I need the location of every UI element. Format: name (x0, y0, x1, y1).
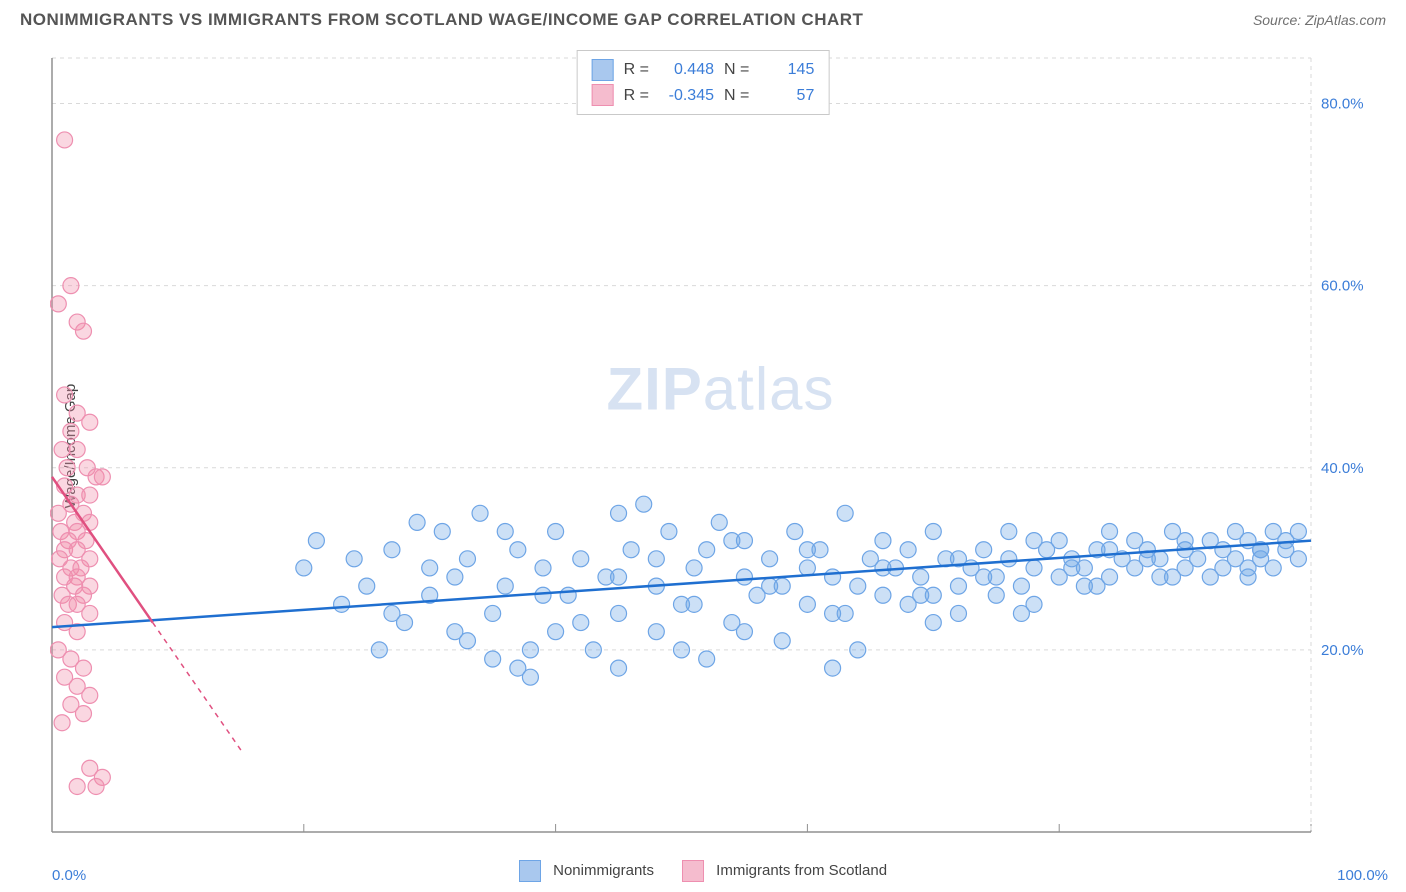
svg-text:60.0%: 60.0% (1321, 278, 1364, 295)
scatter-chart: 20.0% 40.0% 60.0% 80.0% (50, 48, 1391, 842)
svg-text:40.0%: 40.0% (1321, 460, 1364, 477)
legend-swatch (519, 860, 541, 882)
legend-item-immigrants: Immigrants from Scotland (682, 860, 887, 882)
correlation-legend: R = 0.448 N = 145 R = -0.345 N = 57 (577, 50, 830, 115)
chart-source: Source: ZipAtlas.com (1253, 12, 1386, 28)
legend-row-immigrants: R = -0.345 N = 57 (592, 83, 815, 109)
legend-swatch (682, 860, 704, 882)
legend-row-nonimmigrants: R = 0.448 N = 145 (592, 57, 815, 83)
svg-text:20.0%: 20.0% (1321, 642, 1364, 659)
svg-text:80.0%: 80.0% (1321, 96, 1364, 113)
chart-area: 20.0%40.0%60.0%80.0% ZIPatlas (50, 48, 1391, 842)
chart-title: NONIMMIGRANTS VS IMMIGRANTS FROM SCOTLAN… (20, 10, 863, 30)
legend-swatch (592, 84, 614, 106)
series-legend: Nonimmigrants Immigrants from Scotland (0, 860, 1406, 882)
legend-swatch (592, 59, 614, 81)
chart-header: NONIMMIGRANTS VS IMMIGRANTS FROM SCOTLAN… (0, 0, 1406, 30)
legend-item-nonimmigrants: Nonimmigrants (519, 860, 654, 882)
